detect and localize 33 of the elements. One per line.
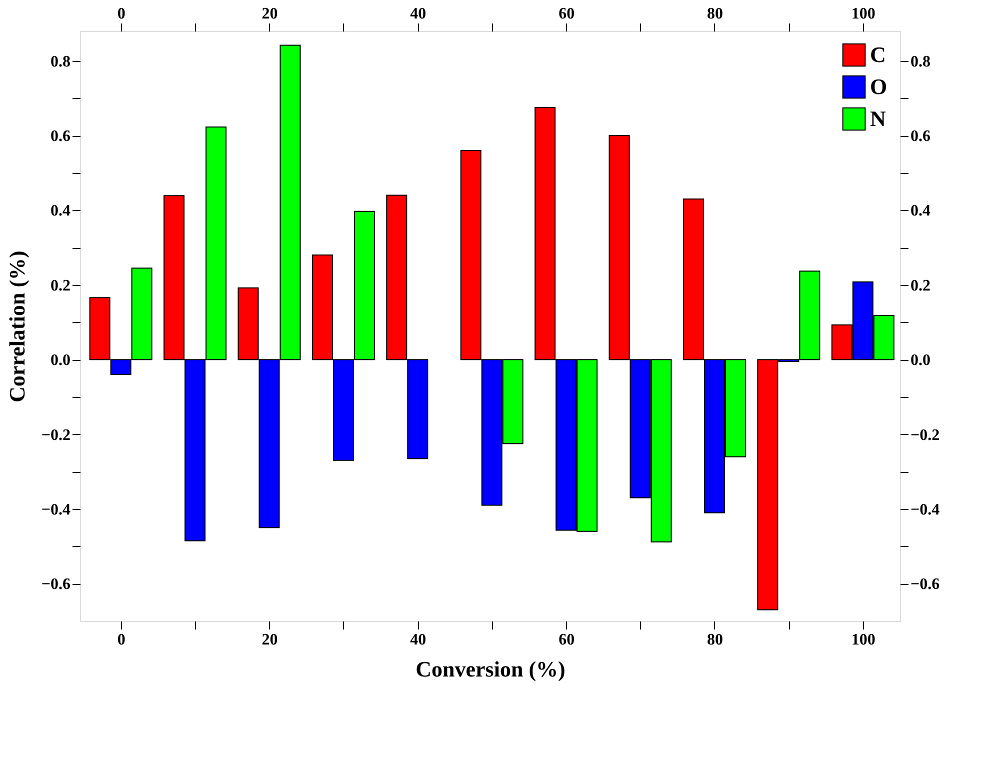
legend-label: C xyxy=(870,42,886,67)
y-axis-title: Correlation (%) xyxy=(4,250,30,402)
y2-tick-label: 0.4 xyxy=(910,202,930,220)
x-tick-label: 40 xyxy=(410,6,426,22)
y2-tick-label: 0.8 xyxy=(910,53,930,70)
x2-tick-label: 20 xyxy=(262,632,278,648)
y2-tick-label: −0.4 xyxy=(910,501,940,518)
y-tick-label: −0.2 xyxy=(41,426,70,444)
y2-tick-label: −0.2 xyxy=(910,426,940,444)
y-tick-label: 0.8 xyxy=(50,53,70,70)
x2-tick-label: 100 xyxy=(851,632,876,648)
y2-tick-label: −0.6 xyxy=(910,576,940,594)
y-tick-label: 0.0 xyxy=(50,352,70,370)
x-tick-label: 80 xyxy=(706,6,723,22)
y-tick-label: −0.6 xyxy=(41,576,70,594)
x2-tick-label: 80 xyxy=(706,632,723,648)
x2-tick-label: 40 xyxy=(410,632,426,648)
x-tick-label: 0 xyxy=(117,6,126,22)
y2-tick-label: 0.0 xyxy=(910,352,930,370)
x2-tick-label: 60 xyxy=(558,632,575,648)
y-tick-label: 0.6 xyxy=(50,128,70,146)
y-tick-label: 0.4 xyxy=(50,202,70,220)
y2-tick-label: 0.2 xyxy=(910,277,930,294)
x2-tick-label: 0 xyxy=(117,632,126,648)
x-tick-label: 20 xyxy=(262,6,278,22)
x-axis-title: Conversion (%) xyxy=(416,656,566,682)
y-tick-label: −0.4 xyxy=(41,501,70,518)
y2-tick-label: 0.6 xyxy=(910,128,930,146)
x-tick-label: 100 xyxy=(851,6,876,22)
x-tick-label: 60 xyxy=(558,6,575,22)
y-tick-label: 0.2 xyxy=(50,277,70,294)
legend-label: N xyxy=(870,106,886,131)
legend-label: O xyxy=(870,74,888,99)
